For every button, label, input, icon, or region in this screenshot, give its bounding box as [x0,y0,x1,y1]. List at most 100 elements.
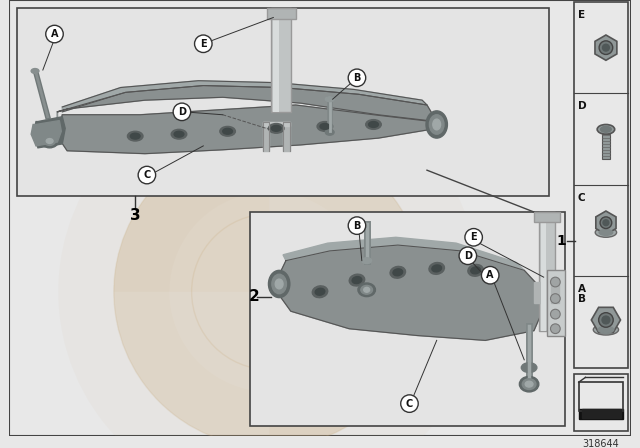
Ellipse shape [352,276,362,284]
Circle shape [348,217,365,234]
Ellipse shape [602,44,609,51]
Polygon shape [62,81,427,112]
Circle shape [550,294,560,303]
Bar [273,8,279,112]
Ellipse shape [172,129,187,139]
Ellipse shape [369,121,378,127]
Ellipse shape [390,267,406,278]
Ellipse shape [275,279,283,289]
Ellipse shape [46,138,53,143]
Text: 3: 3 [130,208,141,224]
Ellipse shape [220,126,236,136]
Polygon shape [595,35,617,60]
Text: A: A [578,284,586,294]
Polygon shape [283,237,524,270]
Polygon shape [33,116,65,148]
Ellipse shape [426,111,447,138]
Ellipse shape [317,121,333,131]
Circle shape [138,166,156,184]
Bar [579,382,623,411]
Circle shape [550,309,560,319]
Text: D: D [178,107,186,117]
Ellipse shape [603,220,609,226]
Ellipse shape [268,124,284,133]
Bar [539,212,556,331]
Text: A: A [51,29,58,39]
Ellipse shape [602,316,610,324]
Ellipse shape [358,283,376,297]
Ellipse shape [271,125,281,131]
Ellipse shape [595,228,616,237]
Text: 1: 1 [556,234,566,248]
Ellipse shape [127,131,143,141]
Bar [602,134,610,159]
Circle shape [401,395,418,412]
Ellipse shape [429,263,444,274]
Ellipse shape [364,287,369,292]
Polygon shape [582,409,621,418]
Ellipse shape [600,217,612,228]
Ellipse shape [361,285,372,294]
Ellipse shape [349,274,365,286]
Ellipse shape [471,267,481,274]
Ellipse shape [393,269,403,276]
Ellipse shape [599,229,612,235]
Ellipse shape [365,120,381,129]
Circle shape [550,277,560,287]
Polygon shape [534,282,541,303]
Bar [541,212,546,331]
Polygon shape [262,121,269,151]
Bar [574,375,628,431]
Bar [547,270,565,336]
Bar [534,212,560,222]
Polygon shape [273,245,548,340]
Ellipse shape [598,313,613,327]
Ellipse shape [320,124,330,129]
Text: E: E [200,39,207,49]
Text: 2: 2 [248,289,259,304]
Ellipse shape [432,265,442,272]
Polygon shape [552,282,559,303]
Circle shape [195,35,212,52]
Ellipse shape [522,363,537,372]
Circle shape [348,69,365,86]
Text: E: E [470,233,477,242]
Bar [17,8,548,197]
Circle shape [45,25,63,43]
Text: D: D [464,251,472,261]
Polygon shape [283,121,290,151]
Polygon shape [579,409,623,419]
Text: B: B [578,294,586,304]
Ellipse shape [600,126,611,132]
Polygon shape [591,307,621,332]
Ellipse shape [525,381,533,387]
Ellipse shape [468,264,483,276]
Text: C: C [406,399,413,409]
Ellipse shape [223,129,232,134]
Text: D: D [578,101,586,111]
Wedge shape [114,292,269,448]
Circle shape [550,324,560,334]
Ellipse shape [362,258,372,263]
Ellipse shape [41,134,58,148]
Circle shape [459,247,477,264]
Ellipse shape [325,97,334,102]
Bar [574,2,628,368]
Polygon shape [262,121,290,126]
Circle shape [465,228,483,246]
Ellipse shape [268,270,290,297]
Ellipse shape [429,115,444,134]
Ellipse shape [325,129,334,135]
Ellipse shape [593,324,619,335]
Bar [271,8,291,112]
Ellipse shape [44,137,56,146]
Circle shape [481,267,499,284]
Wedge shape [114,136,269,292]
Text: 318644: 318644 [582,439,620,448]
Text: C: C [578,193,586,202]
Ellipse shape [522,379,536,389]
Circle shape [114,136,425,448]
Ellipse shape [31,69,39,73]
Polygon shape [596,211,616,234]
Text: C: C [143,170,150,180]
